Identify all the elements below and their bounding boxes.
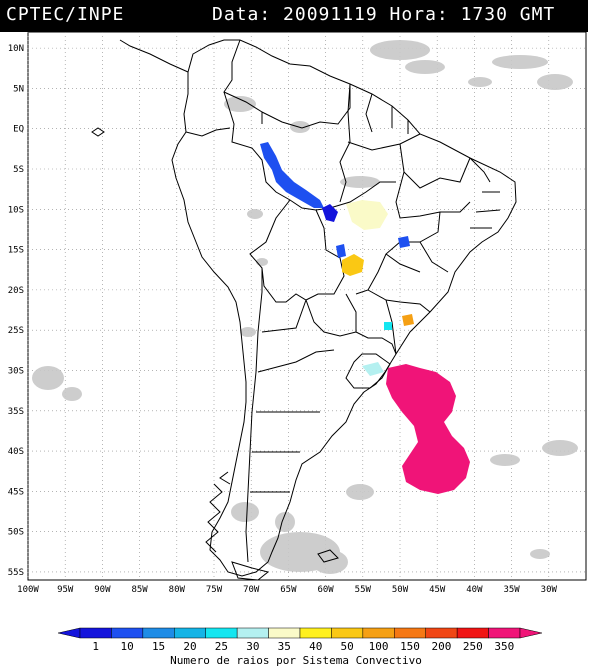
lon-tick-label: 30W [541, 585, 558, 595]
border-uruguay [345, 353, 391, 389]
lat-tick-label: 25S [8, 326, 24, 336]
lon-tick-label: 75W [206, 585, 223, 595]
lightning-cell-parana [402, 314, 414, 326]
legend-colorbar: 1 10 15 20 25 30 35 40 50 100 150 200 250 350 Numero … [57, 627, 543, 667]
lat-tick-label: 20S [8, 286, 24, 296]
border-venezuela-brazil [261, 84, 351, 129]
legend-tick-label: 350 [494, 640, 514, 653]
lat-tick-label: 35S [8, 407, 24, 417]
legend-tick-label: 200 [431, 640, 451, 653]
lon-tick-label: 50W [392, 585, 409, 595]
tierra-del-fuego [231, 561, 270, 581]
legend-arrow-left [57, 627, 81, 639]
legend-swatch [425, 627, 458, 639]
legend-swatch [236, 627, 269, 639]
argentina-provinces [250, 299, 335, 493]
lon-tick-label: 65W [280, 585, 297, 595]
map-frame [27, 32, 587, 581]
legend-swatch [205, 627, 238, 639]
lon-tick-label: 40W [466, 585, 483, 595]
lon-tick-label: 85W [131, 585, 148, 595]
legend-swatch [456, 627, 489, 639]
south-america-coastline [171, 39, 517, 577]
lon-tick-label: 60W [317, 585, 334, 595]
border-argentina-brazil [355, 331, 397, 355]
galapagos-islands [91, 127, 105, 137]
border-guianas [365, 93, 409, 134]
legend-tick-label: 40 [309, 640, 322, 653]
legend-tick-label: 150 [400, 640, 420, 653]
lat-tick-label: 5S [13, 165, 24, 175]
lon-tick-label: 45W [429, 585, 446, 595]
border-bolivia [249, 199, 345, 303]
convective-systems [260, 142, 470, 494]
legend-tick-label: 50 [341, 640, 354, 653]
lightning-cell-goias [398, 236, 410, 248]
legend-swatch [331, 627, 364, 639]
lat-tick-label: 45S [8, 487, 24, 497]
legend-tick-label: 1 [92, 640, 99, 653]
lightning-cell-rio-grande [362, 362, 384, 376]
legend-tick-label: 30 [246, 640, 259, 653]
lon-tick-label: 70W [243, 585, 260, 595]
lightning-map: 10N5NEQ5S10S15S20S25S30S35S40S45S50S55S … [8, 32, 587, 595]
legend-swatches [57, 627, 543, 639]
lon-tick-label: 100W [17, 585, 39, 595]
lon-tick-label: 80W [169, 585, 186, 595]
lightning-cell-amazon-north [260, 142, 324, 208]
legend-swatch [268, 627, 301, 639]
legend-swatch [488, 627, 521, 639]
brazil-ne-states [469, 157, 501, 229]
lon-tick-label: 55W [355, 585, 372, 595]
border-paraguay [305, 293, 357, 337]
lightning-cell-south-atlantic [386, 364, 470, 494]
lat-tick-label: 10S [8, 205, 24, 215]
lat-tick-label: EQ [13, 125, 24, 135]
falkland-islands [317, 549, 339, 563]
legend-swatch [394, 627, 426, 639]
lon-tick-label: 90W [94, 585, 111, 595]
legend-arrow-right [519, 627, 543, 639]
lon-tick-label: 95W [57, 585, 74, 595]
border-ecuador-peru [185, 127, 231, 137]
legend-tick-label: 15 [152, 640, 165, 653]
longitude-labels: 100W 95W 90W 85W 80W 75W 70W 65W 60W 55W 50W 45W 40W… [17, 585, 557, 595]
legend-swatch [174, 627, 206, 639]
lightning-cell-rondonia [322, 204, 338, 222]
legend-caption: Numero de raios por Sistema Convectivo [170, 654, 422, 667]
lat-tick-label: 15S [8, 246, 24, 256]
lon-tick-label: 35W [503, 585, 520, 595]
legend-tick-label: 250 [463, 640, 483, 653]
legend-swatch [142, 627, 175, 639]
lightning-cell-parana-small [384, 322, 392, 330]
source-label: CPTEC/INPE [6, 4, 125, 25]
lat-tick-label: 55S [8, 568, 24, 578]
lat-tick-label: 5N [13, 84, 24, 94]
legend-tick-label: 25 [215, 640, 228, 653]
lightning-cell-pantanal [342, 254, 364, 276]
border-peru-brazil [223, 91, 317, 211]
legend-tick-label: 35 [278, 640, 291, 653]
legend-tick-label: 10 [121, 640, 134, 653]
lat-tick-label: 40S [8, 447, 24, 457]
map-header: CPTEC/INPE Data: 20091119 Hora: 1730 GMT [0, 0, 588, 32]
latitude-labels: 10N 5N EQ 5S 10S 15S 20S 25S 30S 35S 40S 45S 50S 55S [8, 44, 24, 578]
legend-swatch [299, 627, 332, 639]
legend-tick-label: 20 [183, 640, 196, 653]
lat-tick-label: 50S [8, 528, 24, 538]
lat-tick-label: 30S [8, 366, 24, 376]
legend-swatch [79, 627, 112, 639]
legend-swatch [111, 627, 144, 639]
country-borders [91, 39, 517, 581]
lat-tick-label: 10N [8, 44, 24, 54]
legend-tick-labels: 1 10 15 20 25 30 35 40 50 100 150 200 250 350 [92, 640, 514, 653]
lightning-cell-bolivia [336, 244, 346, 258]
date-time-label: Data: 20091119 Hora: 1730 GMT [212, 4, 556, 25]
legend-tick-label: 100 [369, 640, 389, 653]
lightning-cell-mato-grosso [346, 200, 388, 230]
central-america [119, 39, 189, 73]
legend-swatch [362, 627, 395, 639]
border-chile-argentina [245, 268, 263, 563]
chile-fjords [205, 471, 231, 553]
